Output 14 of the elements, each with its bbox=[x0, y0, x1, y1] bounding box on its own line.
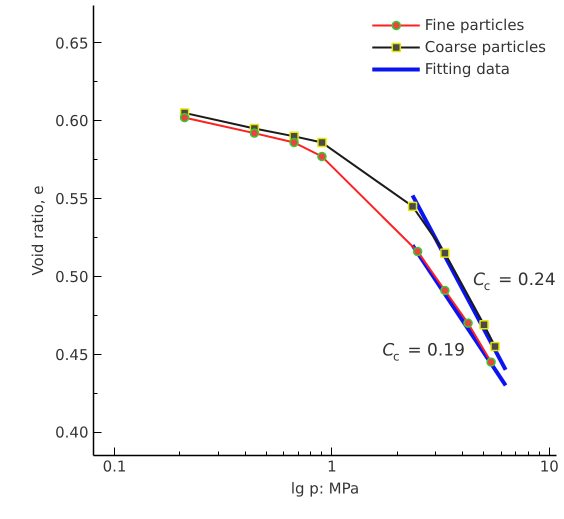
y-tick-label: 0.60 bbox=[55, 112, 89, 130]
x-axis-title: lg p: MPa bbox=[290, 480, 360, 498]
y-tick-label: 0.50 bbox=[55, 268, 89, 286]
x-tick-label: 10 bbox=[540, 458, 559, 476]
y-tick-label: 0.45 bbox=[55, 346, 89, 364]
y-tick-label: 0.55 bbox=[55, 190, 89, 208]
legend-label: Coarse particles bbox=[424, 38, 546, 56]
x-tick-label: 0.1 bbox=[102, 458, 126, 476]
x-tick-label: 1 bbox=[327, 458, 337, 476]
y-tick-label: 0.40 bbox=[55, 424, 89, 442]
legend-label: Fitting data bbox=[424, 60, 510, 78]
y-axis-title: Void ratio, e bbox=[29, 185, 48, 276]
legend-label: Fine particles bbox=[424, 16, 524, 34]
y-tick-label: 0.65 bbox=[55, 34, 89, 52]
